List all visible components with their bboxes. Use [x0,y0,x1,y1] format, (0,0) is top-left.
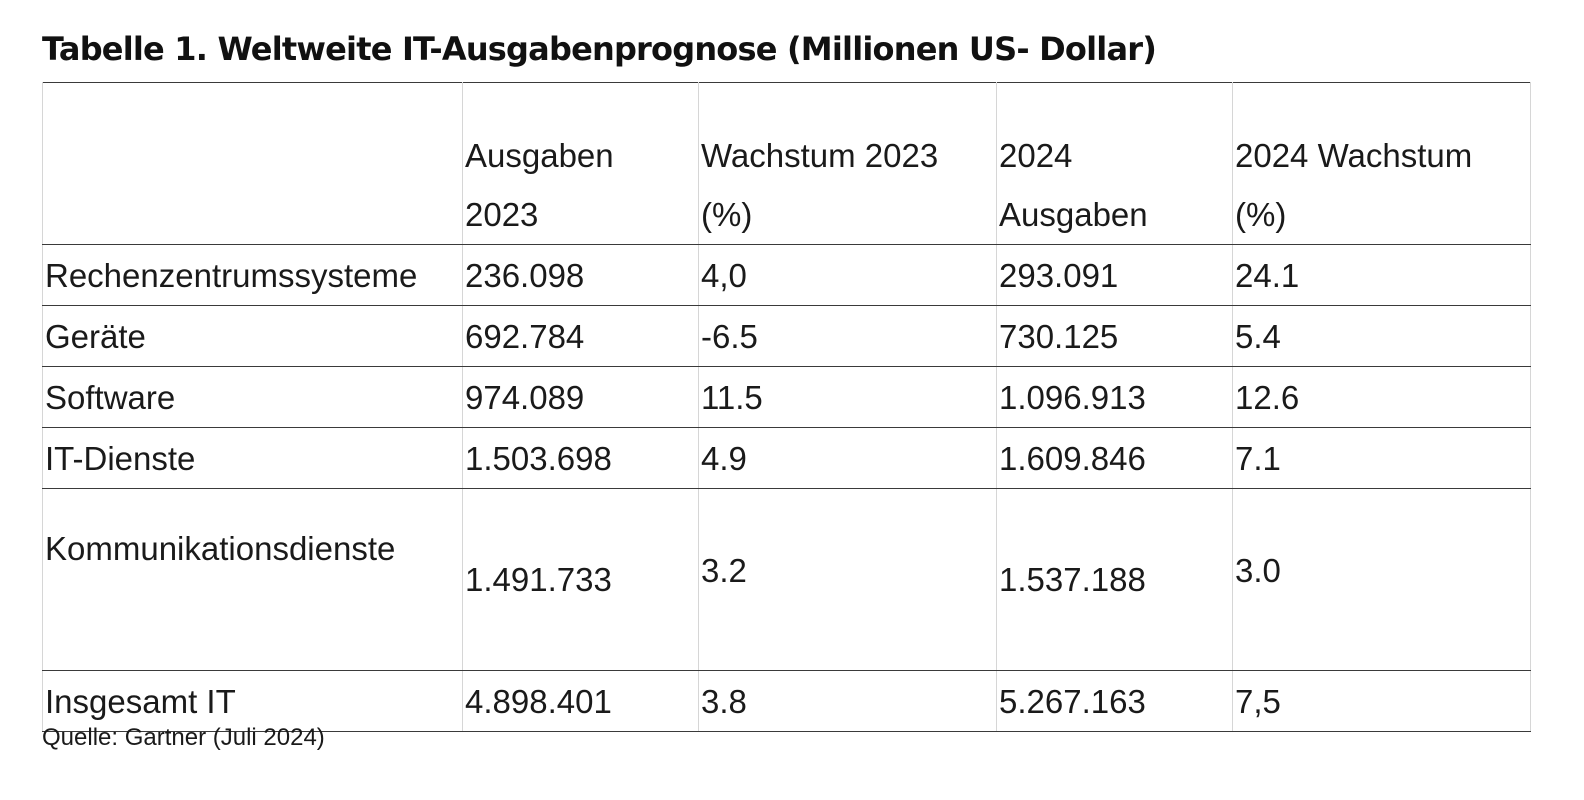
row-label: Software [42,366,463,428]
table-row: IT-Dienste 1.503.698 4.9 1.609.846 7.1 [42,427,1531,489]
header-line: (%) [701,196,753,233]
header-line: Ausgaben [465,137,614,174]
table-cell: 4.9 [698,427,997,489]
table-cell: 1.491.733 [462,488,699,671]
it-spending-table: Ausgaben 2023 Wachstum 2023 (%) 2024 Aus… [42,82,1531,732]
table-cell: 12.6 [1232,366,1531,428]
table-cell: 974.089 [462,366,699,428]
row-label: Kommunikationsdienste [42,488,463,671]
table-cell: 730.125 [996,305,1233,367]
table-row: Geräte 692.784 -6.5 730.125 5.4 [42,305,1531,367]
table-cell: 1.503.698 [462,427,699,489]
table-cell: 3.8 [698,670,997,732]
header-cell-spending-2023: Ausgaben 2023 [462,82,699,245]
table-row: Software 974.089 11.5 1.096.913 12.6 [42,366,1531,428]
table-cell: 7.1 [1232,427,1531,489]
header-cell-growth-2023: Wachstum 2023 (%) [698,82,997,245]
table-cell: -6.5 [698,305,997,367]
table-cell: 4,0 [698,244,997,306]
header-cell-category [42,82,463,245]
table-row: Rechenzentrumssysteme 236.098 4,0 293.09… [42,244,1531,306]
row-label: Rechenzentrumssysteme [42,244,463,306]
table-cell: 692.784 [462,305,699,367]
header-cell-spending-2024: 2024 Ausgaben [996,82,1233,245]
source-note: Quelle: Gartner (Juli 2024) [42,724,325,751]
table-cell: 236.098 [462,244,699,306]
table-cell: 4.898.401 [462,670,699,732]
table-cell: 3.2 [698,488,997,671]
row-label: Geräte [42,305,463,367]
table-title: Tabelle 1. Weltweite IT-Ausgabenprognose… [42,30,1157,68]
header-line: (%) [1235,196,1287,233]
header-line: Wachstum 2023 [701,137,939,174]
table-row-total: Insgesamt IT 4.898.401 3.8 5.267.163 7,5 [42,670,1531,732]
table-cell: 3.0 [1232,488,1531,671]
header-line: 2024 [999,137,1073,174]
table-cell: 1.537.188 [996,488,1233,671]
table-cell: 1.096.913 [996,366,1233,428]
header-cell-growth-2024: 2024 Wachstum (%) [1232,82,1531,245]
table-cell: 11.5 [698,366,997,428]
table-header-row: Ausgaben 2023 Wachstum 2023 (%) 2024 Aus… [42,82,1531,245]
header-line: 2024 Wachstum [1235,137,1473,174]
table-cell: 293.091 [996,244,1233,306]
table-row: Kommunikationsdienste 1.491.733 3.2 1.53… [42,488,1531,671]
table-cell: 7,5 [1232,670,1531,732]
table-cell: 1.609.846 [996,427,1233,489]
header-line: 2023 [465,196,539,233]
row-label: Insgesamt IT [42,670,463,732]
table-cell: 5.4 [1232,305,1531,367]
header-line: Ausgaben [999,196,1148,233]
table-cell: 5.267.163 [996,670,1233,732]
table-cell: 24.1 [1232,244,1531,306]
row-label: IT-Dienste [42,427,463,489]
